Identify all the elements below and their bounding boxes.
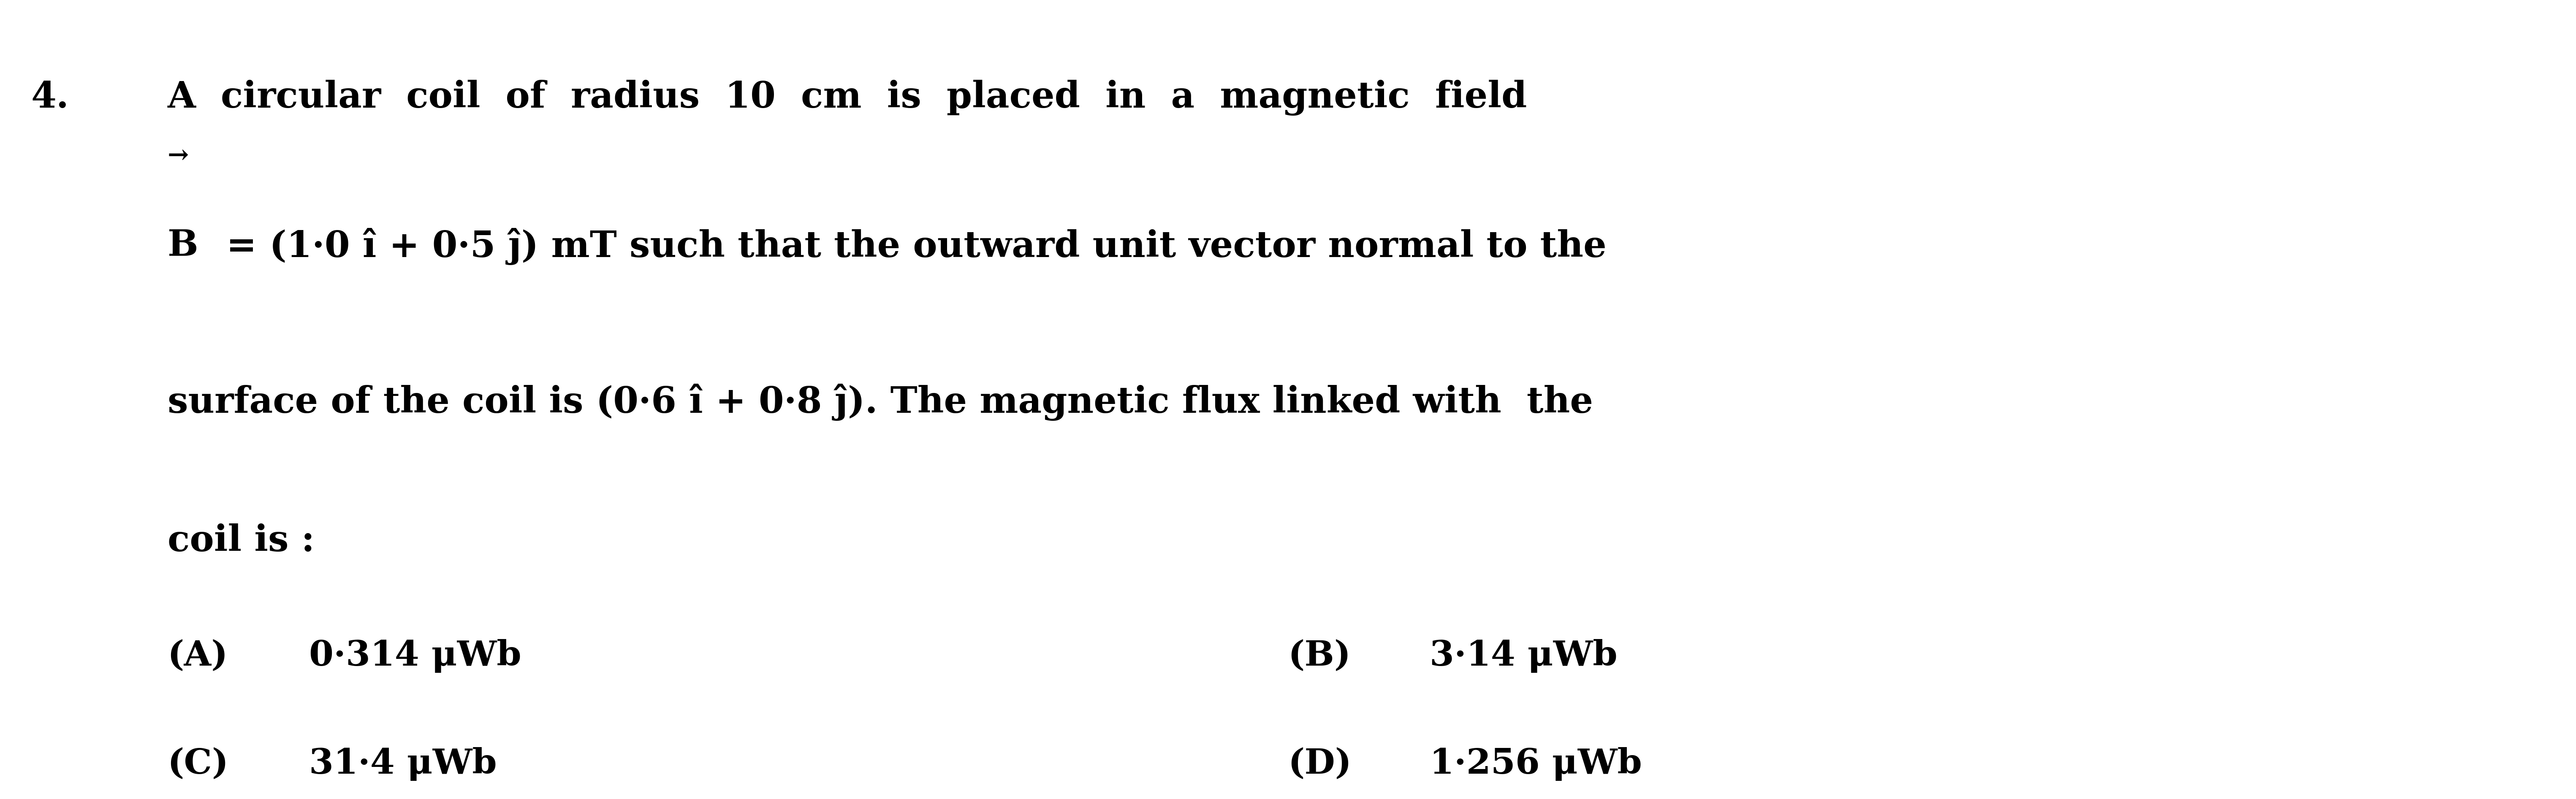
Text: (C): (C) [167,747,229,781]
Text: 4.: 4. [31,80,70,115]
Text: A  circular  coil  of  radius  10  cm  is  placed  in  a  magnetic  field: A circular coil of radius 10 cm is place… [167,80,1528,116]
Text: (A): (A) [167,639,229,673]
Text: (B): (B) [1288,639,1350,673]
Text: 1·256 μWb: 1·256 μWb [1430,747,1641,781]
Text: 3·14 μWb: 3·14 μWb [1430,639,1618,673]
Text: 0·314 μWb: 0·314 μWb [309,639,520,673]
Text: B: B [167,228,198,263]
Text: (D): (D) [1288,747,1352,781]
Text: surface of the coil is (0·6 î + 0·8 ĵ). The magnetic flux linked with  the: surface of the coil is (0·6 î + 0·8 ĵ). … [167,384,1592,420]
Text: coil is :: coil is : [167,523,314,559]
Text: = (1·0 î + 0·5 ĵ) mT such that the outward unit vector normal to the: = (1·0 î + 0·5 ĵ) mT such that the outwa… [214,228,1607,264]
Text: 31·4 μWb: 31·4 μWb [309,747,497,781]
Text: →: → [167,143,188,168]
